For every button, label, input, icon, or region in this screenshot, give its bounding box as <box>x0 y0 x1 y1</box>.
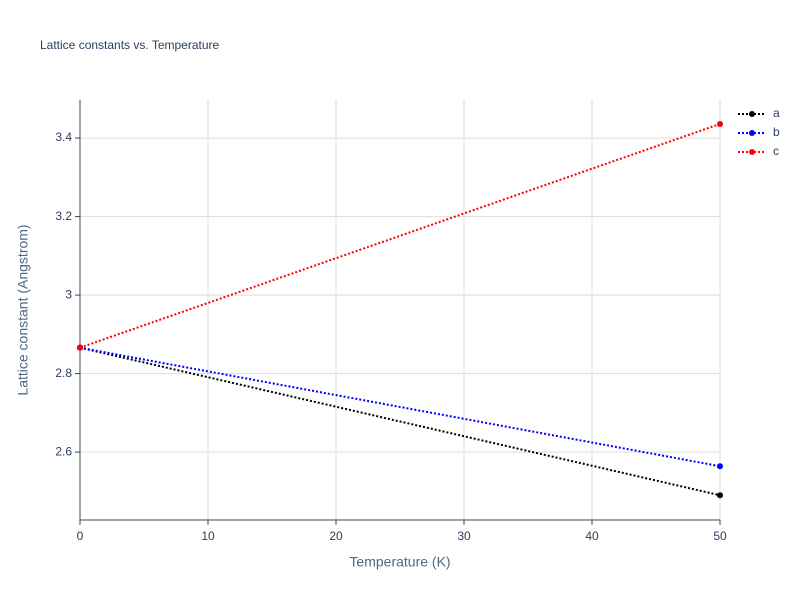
data-point <box>77 344 83 351</box>
y-axis-title: Lattice constant (Angstrom) <box>15 224 31 395</box>
y-tick-label: 3.4 <box>55 130 72 144</box>
x-tick-label: 40 <box>585 529 599 543</box>
legend-label: a <box>773 106 780 120</box>
x-tick-label: 20 <box>329 529 343 543</box>
legend-label: b <box>773 125 780 139</box>
legend-label: c <box>773 144 779 158</box>
data-point <box>717 120 723 127</box>
y-tick-label: 3 <box>65 287 72 301</box>
x-tick-label: 10 <box>201 529 215 543</box>
x-tick-label: 50 <box>713 529 727 543</box>
series-line <box>79 346 721 468</box>
chart-title: Lattice constants vs. Temperature <box>40 38 220 52</box>
x-tick-label: 0 <box>77 529 84 543</box>
y-tick-label: 3.2 <box>55 209 72 223</box>
legend-marker <box>749 111 755 117</box>
legend-marker <box>749 149 755 155</box>
x-axis-title: Temperature (K) <box>349 554 450 570</box>
series-line <box>79 346 721 497</box>
y-tick-label: 2.8 <box>55 366 72 380</box>
data-point <box>717 492 723 499</box>
series-line <box>79 123 721 349</box>
data-point <box>717 463 723 470</box>
x-tick-label: 30 <box>457 529 471 543</box>
y-tick-label: 2.6 <box>55 444 72 458</box>
legend-marker <box>749 130 755 136</box>
